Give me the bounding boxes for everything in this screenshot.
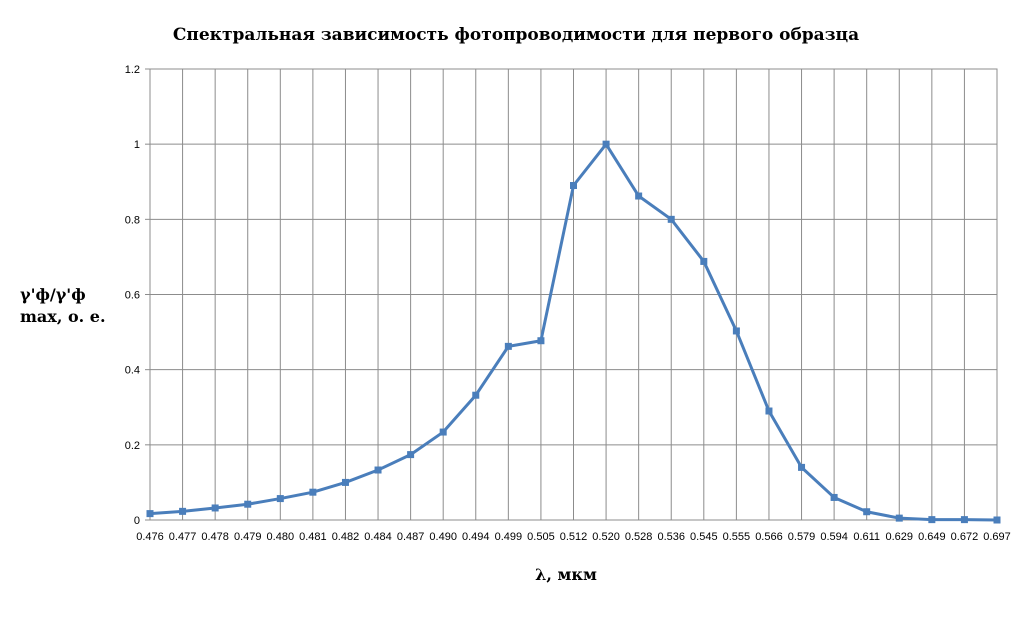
data-point <box>341 478 349 486</box>
y-tick-label: 0.4 <box>125 365 140 377</box>
x-tick-label: 0.649 <box>918 531 946 543</box>
x-axis-title: λ, мкм <box>535 565 597 584</box>
data-point <box>374 466 382 474</box>
data-point <box>439 428 447 436</box>
y-axis-title-line-2: max, о. е. <box>20 307 106 326</box>
plot-frame <box>149 68 998 521</box>
y-tick-label: 1.2 <box>125 64 140 76</box>
data-point <box>798 463 806 471</box>
x-tick-label: 0.520 <box>592 531 620 543</box>
x-tick-label: 0.479 <box>234 531 262 543</box>
data-point <box>472 391 480 399</box>
chart-title: Спектральная зависимость фотопроводимост… <box>173 25 859 45</box>
x-tick-label: 0.499 <box>495 531 523 543</box>
x-tick-label: 0.481 <box>299 531 327 543</box>
x-tick-label: 0.512 <box>560 531 588 543</box>
x-tick-label: 0.672 <box>951 531 979 543</box>
x-tick-label: 0.579 <box>788 531 816 543</box>
x-tick-label: 0.555 <box>723 531 751 543</box>
x-tick-label: 0.697 <box>983 531 1011 543</box>
data-point <box>602 140 610 148</box>
x-tick-label: 0.545 <box>690 531 718 543</box>
x-tick-label: 0.566 <box>755 531 783 543</box>
data-point <box>895 514 903 522</box>
data-point <box>407 451 415 459</box>
grid <box>145 68 998 521</box>
data-point <box>537 337 545 345</box>
data-point <box>732 327 740 335</box>
y-tick-labels: 0 0.2 0.4 0.6 0.8 1 1.2 <box>125 64 140 527</box>
x-tick-label: 0.484 <box>364 531 392 543</box>
y-tick-label: 1 <box>134 139 140 151</box>
x-tick-label: 0.478 <box>201 531 229 543</box>
data-point <box>570 182 577 190</box>
x-tick-label: 0.476 <box>136 531 164 543</box>
y-tick-label: 0.8 <box>125 214 140 226</box>
data-point <box>960 516 968 524</box>
x-tick-label: 0.611 <box>853 531 880 543</box>
y-tick-label: 0.2 <box>125 440 140 452</box>
y-tick-label: 0.6 <box>125 290 140 302</box>
data-point <box>700 257 708 265</box>
data-point <box>635 192 643 200</box>
x-tick-label: 0.477 <box>169 531 197 543</box>
x-tick-label: 0.480 <box>267 531 295 543</box>
y-axis-title-line-1: γ'ф/γ'ф <box>20 285 86 304</box>
data-point <box>863 508 871 516</box>
data-point <box>276 495 284 503</box>
x-tick-label: 0.482 <box>332 531 360 543</box>
data-point <box>830 493 838 501</box>
x-tick-label: 0.505 <box>527 531 555 543</box>
x-tick-label: 0.629 <box>886 531 914 543</box>
x-tick-label: 0.490 <box>429 531 457 543</box>
x-tick-label: 0.594 <box>820 531 848 543</box>
data-point <box>504 342 512 350</box>
series-group <box>146 140 1001 524</box>
y-tick-label: 0 <box>134 515 140 527</box>
data-point <box>244 500 252 508</box>
data-point <box>211 504 219 512</box>
data-point <box>309 488 317 496</box>
x-tick-labels: 0.476 0.477 0.478 0.479 0.480 0.481 0.482 0.484… <box>136 531 1011 543</box>
data-point <box>146 510 154 518</box>
data-point <box>993 516 1001 524</box>
x-tick-label: 0.494 <box>462 531 490 543</box>
x-tick-label: 0.487 <box>397 531 425 543</box>
data-point <box>667 215 675 223</box>
data-point <box>179 507 187 515</box>
x-tick-label: 0.536 <box>657 531 685 543</box>
data-point <box>765 407 773 415</box>
data-point <box>928 516 936 524</box>
x-tick-label: 0.528 <box>625 531 653 543</box>
